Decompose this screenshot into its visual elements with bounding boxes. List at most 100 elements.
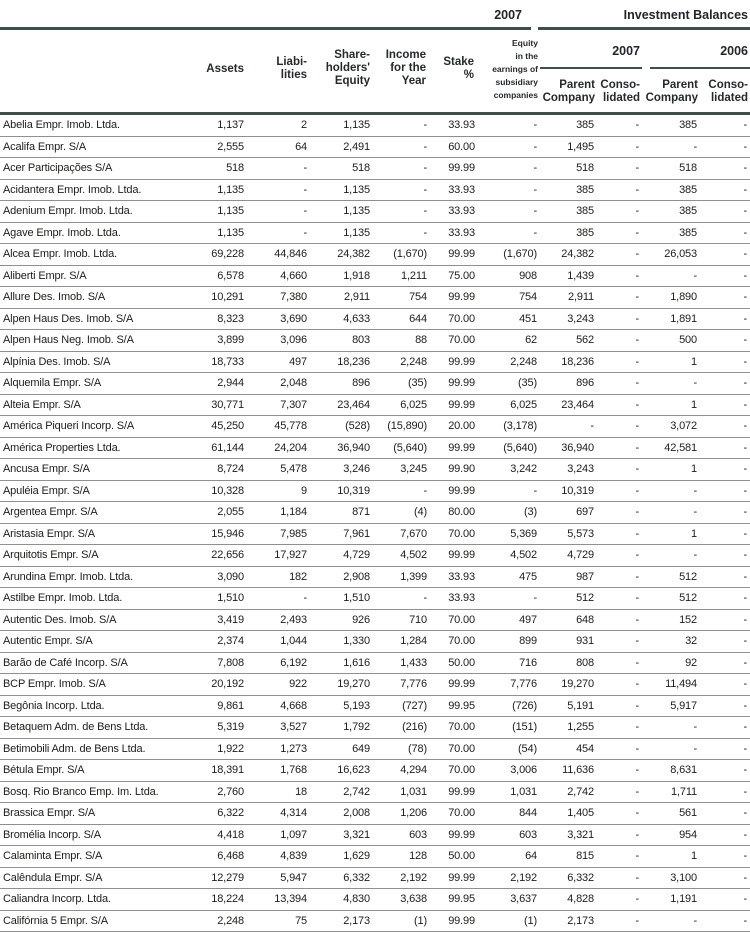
value-cell: - xyxy=(635,785,639,798)
value-cell: - xyxy=(635,183,639,196)
value-cell: 871 xyxy=(352,506,370,519)
value-cell: - xyxy=(743,355,747,368)
value-cell: 4,830 xyxy=(343,893,370,906)
value-cell: - xyxy=(743,721,747,734)
value-cell: 80.00 xyxy=(448,506,475,519)
value-cell: 7,776 xyxy=(510,678,537,691)
table-row: Arquitotis Empr. S/A 22,656 17,927 4,729 4,5… xyxy=(0,545,750,567)
value-cell: 2,491 xyxy=(343,140,370,153)
table-row: Betaquem Adm. de Bens Ltda. 5,319 3,527 1,7… xyxy=(0,717,750,739)
value-cell: 9 xyxy=(301,484,307,497)
value-cell: 648 xyxy=(576,613,594,626)
value-cell: 3,243 xyxy=(567,312,594,325)
value-cell: 8,631 xyxy=(670,764,697,777)
value-cell: 451 xyxy=(519,312,537,325)
value-cell: - xyxy=(533,592,537,605)
value-cell: 3,527 xyxy=(280,721,307,734)
company-name-cell: Astilbe Empr. Imob. Ltda. xyxy=(3,592,123,605)
value-cell: 1,135 xyxy=(217,183,244,196)
value-cell: - xyxy=(533,140,537,153)
table-row: Autentic Des. Imob. S/A 3,419 2,493 926 710 7… xyxy=(0,610,750,631)
group-header-2007: 2007 xyxy=(612,44,640,58)
value-cell: 1,495 xyxy=(567,140,594,153)
value-cell: 1 xyxy=(691,850,697,863)
value-cell: - xyxy=(635,441,639,454)
value-cell: - xyxy=(423,205,427,218)
value-cell: - xyxy=(635,506,639,519)
company-name-cell: Alpen Haus Neg. Imob. S/A xyxy=(3,334,134,347)
value-cell: 99.99 xyxy=(448,291,475,304)
value-cell: - xyxy=(303,226,307,239)
value-cell: 19,270 xyxy=(337,678,370,691)
value-cell: - xyxy=(423,592,427,605)
value-cell: 18 xyxy=(295,785,307,798)
value-cell: - xyxy=(533,484,537,497)
value-cell: 2,248 xyxy=(510,355,537,368)
value-cell: 99.99 xyxy=(448,248,475,261)
value-cell: 4,418 xyxy=(217,828,244,841)
value-cell: 24,204 xyxy=(274,441,307,454)
value-cell: 6,468 xyxy=(217,850,244,863)
value-cell: 70.00 xyxy=(448,807,475,820)
table-header: 2007 Investment Balances Assets Liabi- l… xyxy=(0,0,750,115)
table-body: Abelia Empr. Imob. Ltda. 1,137 2 1,135 - 33.9… xyxy=(0,115,750,932)
value-cell: - xyxy=(743,248,747,261)
value-cell: 23,464 xyxy=(561,398,594,411)
company-name-cell: Calêndula Empr. S/A xyxy=(3,871,103,884)
value-cell: 99.95 xyxy=(448,893,475,906)
value-cell: - xyxy=(743,312,747,325)
value-cell: 1,044 xyxy=(280,635,307,648)
value-cell: 4,660 xyxy=(280,269,307,282)
value-cell: - xyxy=(303,592,307,605)
value-cell: 61,144 xyxy=(211,441,244,454)
value-cell: - xyxy=(635,914,639,927)
value-cell: 1,768 xyxy=(280,764,307,777)
value-cell: 385 xyxy=(679,183,697,196)
value-cell: - xyxy=(635,291,639,304)
value-cell: 4,828 xyxy=(567,893,594,906)
table-row: Ancusa Empr. S/A 8,724 5,478 3,246 3,245 99.9… xyxy=(0,459,750,481)
table-row: Caliandra Incorp. Ltda. 18,224 13,394 4,830… xyxy=(0,889,750,911)
company-name-cell: Aristasia Empr. S/A xyxy=(3,527,95,540)
value-cell: 3,242 xyxy=(510,463,537,476)
value-cell: 70.00 xyxy=(448,613,475,626)
value-cell: - xyxy=(635,549,639,562)
value-cell: 954 xyxy=(679,828,697,841)
value-cell: - xyxy=(423,119,427,132)
value-cell: 3,090 xyxy=(217,570,244,583)
company-name-cell: Apuléia Empr. S/A xyxy=(3,484,90,497)
value-cell: 926 xyxy=(352,613,370,626)
company-name-cell: Calaminta Empr. S/A xyxy=(3,850,103,863)
value-cell: 99.99 xyxy=(448,398,475,411)
company-name-cell: Bromélia Incorp. S/A xyxy=(3,828,101,841)
value-cell: - xyxy=(635,420,639,433)
value-cell: 518 xyxy=(679,162,697,175)
value-cell: - xyxy=(693,721,697,734)
value-cell: 6,332 xyxy=(567,871,594,884)
value-cell: 1,792 xyxy=(343,721,370,734)
value-cell: 1 xyxy=(691,463,697,476)
value-cell: 2,374 xyxy=(217,635,244,648)
value-cell: - xyxy=(635,398,639,411)
value-cell: 3,637 xyxy=(510,893,537,906)
header-top-rule-left xyxy=(0,27,531,30)
value-cell: 69,228 xyxy=(211,248,244,261)
value-cell: 17,927 xyxy=(274,549,307,562)
value-cell: 710 xyxy=(409,613,427,626)
table-row: Acer Participações S/A 518 - 518 - 99.99 - 518 -… xyxy=(0,158,750,180)
value-cell: - xyxy=(635,377,639,390)
column-header-equity-earnings: Equity in the earnings of subsidiary com… xyxy=(492,38,538,100)
value-cell: 644 xyxy=(409,312,427,325)
table-row: Abelia Empr. Imob. Ltda. 1,137 2 1,135 - 33.9… xyxy=(0,115,750,137)
value-cell: 2,944 xyxy=(217,377,244,390)
value-cell: 5,917 xyxy=(670,699,697,712)
value-cell: 2,192 xyxy=(510,871,537,884)
value-cell: 19,270 xyxy=(561,678,594,691)
top-year-2007-label: 2007 xyxy=(494,8,522,22)
value-cell: (1) xyxy=(414,914,427,927)
table-row: Alpen Haus Des. Imob. S/A 8,323 3,690 4,633… xyxy=(0,309,750,330)
value-cell: 7,670 xyxy=(400,527,427,540)
value-cell: 2,248 xyxy=(400,355,427,368)
table-row: BCP Empr. Imob. S/A 20,192 922 19,270 7,776 9… xyxy=(0,674,750,696)
value-cell: 4,314 xyxy=(280,807,307,820)
